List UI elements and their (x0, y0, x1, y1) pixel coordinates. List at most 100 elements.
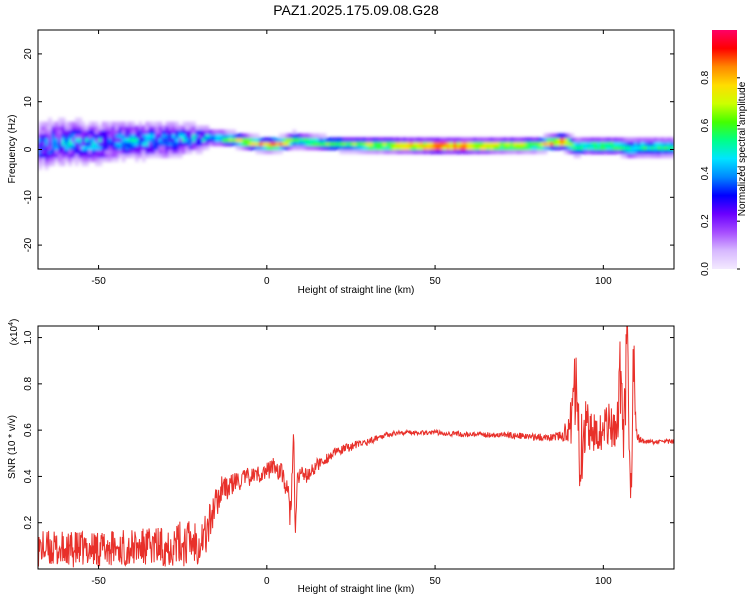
spectrogram-cell (161, 153, 166, 159)
spectrogram-xtick-label: -50 (91, 276, 106, 287)
spectrogram-cell (493, 149, 498, 155)
spectrogram-cell (342, 137, 347, 143)
spectrogram-cell (41, 149, 46, 155)
spectrogram-cell (560, 133, 565, 139)
spectrogram-cell (389, 141, 394, 147)
spectrogram-cell (285, 141, 290, 147)
spectrogram-cell (64, 157, 69, 163)
spectrogram-cell (332, 137, 337, 143)
spectrogram-cell (248, 141, 253, 147)
spectrogram-cell (94, 145, 99, 151)
spectrogram-cell (202, 141, 206, 147)
spectrogram-cell (670, 145, 674, 151)
colorbar: 0.0 0.2 0.4 0.6 0.8 Normalized spectral ampl… (700, 30, 748, 276)
spectrogram-cell (222, 133, 227, 139)
spectrogram-cell (620, 141, 625, 147)
spectrogram-cell (573, 137, 578, 143)
spectrogram-cell (54, 153, 59, 159)
spectrogram-cell (168, 129, 173, 135)
spectrogram-cell (610, 149, 615, 155)
spectrogram-cell (352, 141, 357, 147)
spectrogram-cell (416, 141, 421, 147)
spectrogram-cell (111, 157, 116, 163)
spectrogram-cell (570, 145, 575, 151)
spectrogram-cell (141, 149, 146, 155)
spectrogram-cell (188, 125, 193, 131)
spectrogram-cell (389, 149, 394, 155)
spectrogram-cell (339, 137, 344, 143)
spectrogram-cell (289, 141, 293, 147)
spectrogram-cell (597, 145, 601, 151)
spectrogram-cell (68, 125, 73, 131)
spectrogram-cell (175, 133, 180, 139)
spectrogram-cell (68, 141, 73, 147)
spectrogram-cell (576, 153, 581, 159)
spectrogram-cell (630, 137, 635, 143)
spectrogram-cell (205, 145, 210, 151)
spectrogram-cell (165, 137, 170, 143)
spectrogram-cell (503, 149, 508, 155)
spectrogram-cell (670, 153, 674, 159)
spectrogram-cell (61, 157, 66, 163)
spectrogram-cell (101, 141, 106, 147)
spectrogram-cell (88, 125, 93, 131)
spectrogram-cell (640, 145, 645, 151)
spectrogram-cell (570, 141, 575, 147)
spectrogram-cell (600, 145, 605, 151)
spectrogram-cell (255, 141, 260, 147)
spectrogram-cell (506, 141, 511, 147)
spectrogram-cell (155, 149, 160, 155)
spectrogram-cell (141, 133, 146, 139)
spectrogram-cell (262, 149, 267, 155)
spectrogram-cell (630, 145, 635, 151)
spectrogram-cell (399, 145, 404, 151)
spectrogram-cell (161, 137, 166, 143)
spectrogram-cell (650, 153, 655, 159)
spectrogram-cell (349, 141, 354, 147)
spectrogram-cell (295, 137, 300, 143)
spectrogram-cell (71, 133, 76, 139)
spectrogram-cell (44, 141, 49, 147)
spectrogram-cell (319, 133, 324, 139)
spectrogram-cell (135, 133, 140, 139)
spectrogram-cell (128, 149, 133, 155)
spectrogram-cell (104, 145, 109, 151)
spectrogram-cell (84, 149, 89, 155)
spectrogram-cell (135, 129, 140, 135)
spectrogram-cell (459, 149, 464, 155)
spectrogram-cell (71, 121, 76, 127)
spectrogram-cell (158, 141, 163, 147)
spectrogram-cell (459, 141, 464, 147)
snr-multiplier-base: (x10 (9, 325, 20, 345)
spectrogram-cell (543, 145, 548, 151)
spectrogram-cell (553, 137, 558, 143)
spectrogram-cell (198, 141, 203, 147)
spectrogram-cell (496, 137, 501, 143)
spectrogram-cell (546, 137, 551, 143)
snr-xtick-label: 100 (595, 576, 612, 587)
spectrogram-cell (202, 145, 206, 151)
spectrogram-cell (252, 141, 257, 147)
spectrogram-cell (583, 149, 588, 155)
spectrogram-cell (583, 141, 588, 147)
spectrogram-cell (171, 129, 176, 135)
spectrogram-cell (44, 157, 49, 163)
spectrogram-cell (104, 129, 109, 135)
spectrogram-cell (640, 149, 645, 155)
spectrogram-cell (369, 145, 374, 151)
spectrogram-cell (305, 133, 310, 139)
spectrogram-cell (191, 125, 196, 131)
spectrogram-cell (151, 133, 156, 139)
spectrogram-cell (356, 141, 360, 147)
spectrogram-cell (111, 137, 116, 143)
spectrogram-cell (275, 137, 280, 143)
spectrogram-cell (58, 137, 63, 143)
spectrogram-cell (540, 145, 545, 151)
spectrogram-cell (128, 137, 133, 143)
snr-ytick-label: 0.4 (23, 469, 34, 483)
spectrogram-cell (586, 141, 591, 147)
spectrogram-cell (386, 141, 391, 147)
spectrogram-cell (181, 145, 186, 151)
spectrogram-cell (289, 133, 293, 139)
spectrogram-cell (255, 133, 260, 139)
